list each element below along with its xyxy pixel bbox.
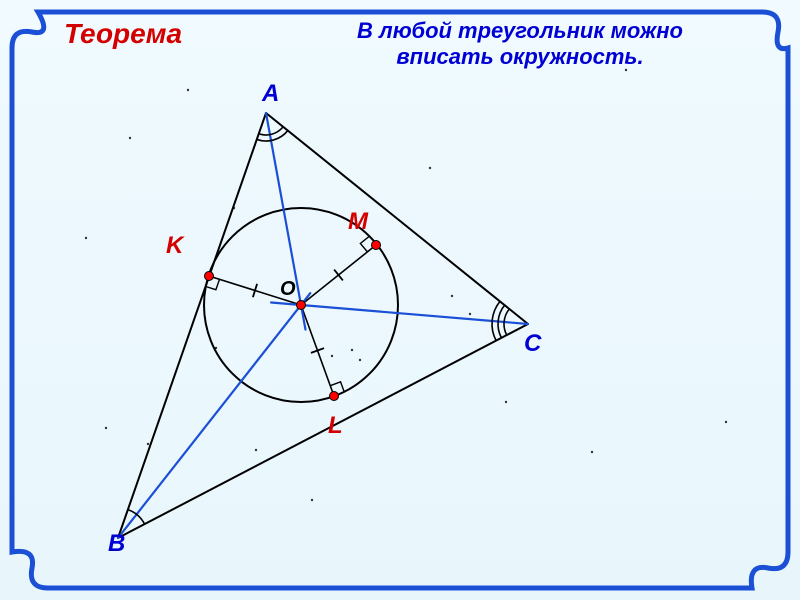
slide-page: Теорема В любой треугольник можно вписат… [0,0,800,600]
geometry-diagram [0,0,800,600]
tangent-label-l: L [328,412,343,440]
vertex-label-c: C [524,330,541,358]
tangent-label-m: M [348,208,368,236]
center-label-o: O [280,278,296,301]
vertex-label-b: B [108,530,125,558]
vertex-label-a: A [262,80,279,108]
tangent-label-k: K [166,232,183,260]
